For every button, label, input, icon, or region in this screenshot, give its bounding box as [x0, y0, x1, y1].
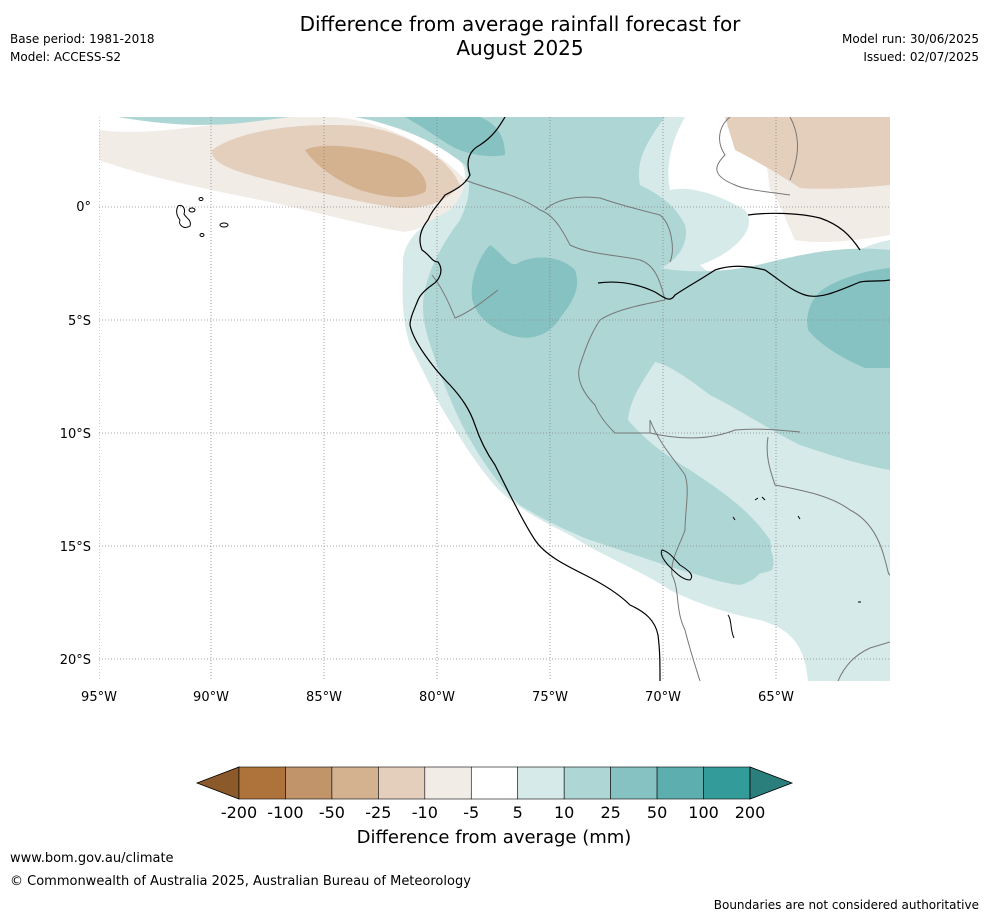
anomaly-area-wet-strong-central: [471, 245, 578, 338]
anomaly-area-wet-strong-south: [660, 470, 774, 576]
lon-label-80w: 80°W: [419, 690, 455, 705]
lat-label-20s: 20°S: [60, 653, 91, 668]
lat-label-15s: 15°S: [60, 540, 91, 555]
colorbar-tick-label: -5: [463, 803, 479, 822]
country-borders: [431, 117, 890, 681]
colorbar-swatch: [424, 766, 472, 800]
model-run-text: Model run: 30/06/2025: [841, 32, 979, 46]
gridlines: [99, 117, 890, 681]
base-period-text: Base period: 1981-2018: [10, 32, 155, 46]
colorbar: -200 -100 -50 -25 -10 -5 5 10 25 50 100 200: [195, 766, 794, 822]
page-title: Difference from average rainfall forecas…: [200, 12, 840, 60]
footer-note: Boundaries are not considered authoritat…: [713, 898, 979, 912]
colorbar-tick-label: -200: [221, 803, 257, 822]
anomaly-area-wet-mid-main: [355, 117, 890, 585]
colorbar-swatch: [563, 766, 611, 800]
colorbar-tick-label: 200: [735, 803, 766, 822]
colorbar-swatch: [285, 766, 333, 800]
anomaly-area-dry-ne: [725, 117, 890, 189]
lat-label-5s: 5°S: [68, 314, 91, 329]
colorbar-tick-label: 5: [513, 803, 523, 822]
anomaly-area-wet-strong-north: [405, 117, 505, 157]
model-text: Model: ACCESS-S2: [10, 50, 122, 64]
footer-copyright: © Commonwealth of Australia 2025, Austra…: [10, 874, 471, 889]
title-line-2: August 2025: [456, 36, 584, 60]
footer-url: www.bom.gov.au/climate: [10, 851, 174, 866]
colorbar-tick-label: 25: [600, 803, 620, 822]
title-line-1: Difference from average rainfall forecas…: [299, 12, 741, 36]
coastline: [409, 117, 890, 681]
anomaly-area-wet-strong-east: [807, 268, 890, 368]
colorbar-swatch: [470, 766, 519, 800]
lake-titicaca: [660, 549, 693, 581]
colorbar-tick-label: 10: [554, 803, 574, 822]
lat-label-10s: 10°S: [60, 427, 91, 442]
small-lakes: [727, 496, 861, 639]
colorbar-swatch: [331, 766, 379, 800]
lon-label-75w: 75°W: [532, 690, 568, 705]
colorbar-arrow-low: [195, 766, 240, 800]
colorbar-tick-label: 100: [688, 803, 719, 822]
lon-label-65w: 65°W: [758, 690, 794, 705]
meta-left: Base period: 1981-2018 Model: ACCESS-S2: [10, 30, 155, 66]
anomaly-area-dry-strong: [305, 145, 427, 198]
colorbar-swatch: [656, 766, 704, 800]
colorbar-swatch: [238, 766, 286, 800]
lat-label-0: 0°: [76, 200, 91, 215]
lon-label-70w: 70°W: [645, 690, 681, 705]
colorbar-swatch: [378, 766, 426, 800]
colorbar-tick-label: -100: [267, 803, 303, 822]
anomaly-area-wet-mid: [118, 117, 290, 125]
colorbar-tick-label: -50: [319, 803, 345, 822]
map-field: [99, 117, 890, 681]
lon-label-95w: 95°W: [81, 690, 117, 705]
colorbar-title: Difference from average (mm): [357, 827, 632, 848]
colorbar-swatch: [610, 766, 658, 800]
colorbar-swatch: [703, 766, 751, 800]
lon-label-90w: 90°W: [193, 690, 229, 705]
colorbar-swatch: [517, 766, 565, 800]
lon-label-85w: 85°W: [306, 690, 342, 705]
galapagos-islands: [176, 197, 229, 237]
meta-right: Model run: 30/06/2025 Issued: 02/07/2025: [842, 30, 979, 66]
colorbar-tick-label: -25: [365, 803, 391, 822]
issued-text: Issued: 02/07/2025: [863, 50, 979, 64]
colorbar-arrow-high: [749, 766, 794, 800]
colorbar-tick-label: 50: [647, 803, 667, 822]
colorbar-tick-label: -10: [412, 803, 438, 822]
